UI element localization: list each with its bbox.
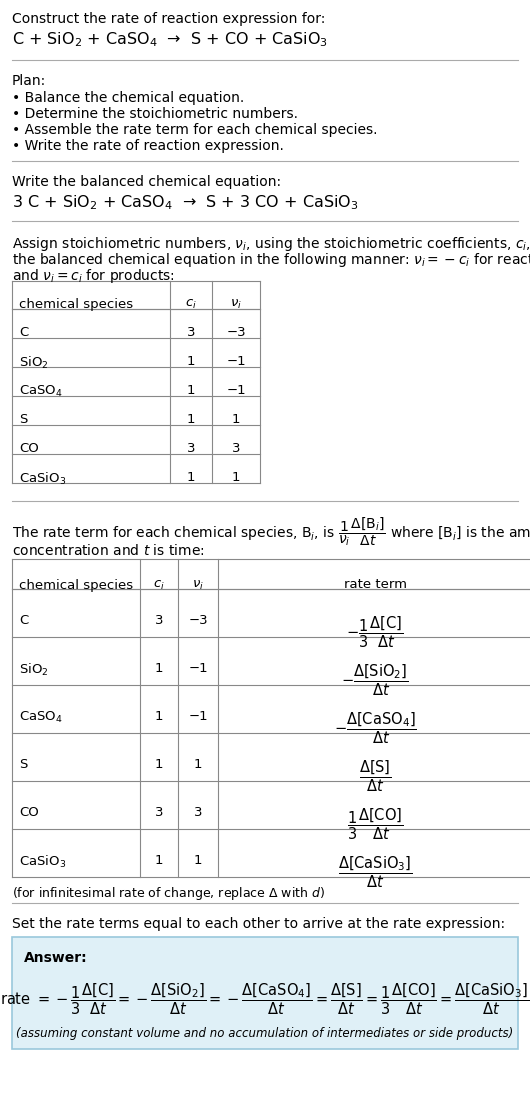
Bar	[12, 937, 518, 1049]
Text: 1: 1	[155, 661, 163, 675]
Text: 1: 1	[187, 471, 195, 484]
Text: 1: 1	[187, 383, 195, 397]
Text: the balanced chemical equation in the following manner: $\nu_i = -c_i$ for react: the balanced chemical equation in the fo…	[12, 252, 530, 269]
Text: 3 C + SiO$_2$ + CaSO$_4$  →  S + 3 CO + CaSiO$_3$: 3 C + SiO$_2$ + CaSO$_4$ → S + 3 CO + Ca…	[12, 193, 358, 212]
Text: 3: 3	[155, 806, 163, 819]
Text: 3: 3	[187, 442, 195, 454]
Text: 1: 1	[155, 710, 163, 722]
Text: CO: CO	[19, 806, 39, 819]
Text: 3: 3	[194, 806, 202, 819]
Text: 1: 1	[232, 413, 240, 425]
Text: $-\dfrac{\Delta[\mathrm{CaSO_4}]}{\Delta t}$: $-\dfrac{\Delta[\mathrm{CaSO_4}]}{\Delta…	[333, 710, 417, 746]
Text: SiO$_2$: SiO$_2$	[19, 661, 49, 678]
Text: C + SiO$_2$ + CaSO$_4$  →  S + CO + CaSiO$_3$: C + SiO$_2$ + CaSO$_4$ → S + CO + CaSiO$…	[12, 30, 328, 49]
Text: • Determine the stoichiometric numbers.: • Determine the stoichiometric numbers.	[12, 107, 298, 121]
Text: Assign stoichiometric numbers, $\nu_i$, using the stoichiometric coefficients, $: Assign stoichiometric numbers, $\nu_i$, …	[12, 235, 530, 253]
Text: Answer:: Answer:	[24, 951, 87, 965]
Text: 1: 1	[232, 471, 240, 484]
Text: S: S	[19, 758, 28, 771]
Text: 1: 1	[194, 854, 202, 866]
Text: chemical species: chemical species	[19, 578, 133, 592]
Text: Write the balanced chemical equation:: Write the balanced chemical equation:	[12, 175, 281, 189]
Text: −1: −1	[188, 661, 208, 675]
Text: CO: CO	[19, 442, 39, 454]
Text: • Balance the chemical equation.: • Balance the chemical equation.	[12, 91, 244, 105]
Text: rate term: rate term	[343, 578, 407, 592]
Text: $\dfrac{\Delta[\mathrm{S}]}{\Delta t}$: $\dfrac{\Delta[\mathrm{S}]}{\Delta t}$	[359, 758, 391, 793]
Text: 1: 1	[194, 758, 202, 771]
Text: $\nu_i$: $\nu_i$	[230, 298, 242, 311]
Text: 1: 1	[187, 355, 195, 368]
Text: CaSiO$_3$: CaSiO$_3$	[19, 471, 66, 486]
Text: 1: 1	[155, 758, 163, 771]
Text: C: C	[19, 326, 28, 339]
Text: 1: 1	[155, 854, 163, 866]
Text: (for infinitesimal rate of change, replace Δ with $d$): (for infinitesimal rate of change, repla…	[12, 885, 325, 902]
Text: chemical species: chemical species	[19, 298, 133, 311]
Text: Construct the rate of reaction expression for:: Construct the rate of reaction expressio…	[12, 12, 325, 25]
Text: −3: −3	[226, 326, 246, 339]
Text: −1: −1	[226, 355, 246, 368]
Text: 3: 3	[155, 614, 163, 627]
Text: $\dfrac{\Delta[\mathrm{CaSiO_3}]}{\Delta t}$: $\dfrac{\Delta[\mathrm{CaSiO_3}]}{\Delta…	[338, 854, 412, 890]
Text: −1: −1	[226, 383, 246, 397]
Text: Plan:: Plan:	[12, 74, 46, 88]
Text: C: C	[19, 614, 28, 627]
Text: The rate term for each chemical species, B$_i$, is $\dfrac{1}{\nu_i}\dfrac{\Delt: The rate term for each chemical species,…	[12, 515, 530, 547]
Text: −3: −3	[188, 614, 208, 627]
Text: $\dfrac{1}{3}\dfrac{\Delta[\mathrm{CO}]}{\Delta t}$: $\dfrac{1}{3}\dfrac{\Delta[\mathrm{CO}]}…	[347, 806, 403, 841]
Text: −1: −1	[188, 710, 208, 722]
Text: concentration and $t$ is time:: concentration and $t$ is time:	[12, 543, 205, 558]
Text: $\nu_i$: $\nu_i$	[192, 578, 204, 592]
Text: $c_i$: $c_i$	[153, 578, 165, 592]
Text: CaSO$_4$: CaSO$_4$	[19, 710, 63, 725]
Text: 1: 1	[187, 413, 195, 425]
Text: rate $= -\dfrac{1}{3}\dfrac{\Delta[\mathrm{C}]}{\Delta t} = -\dfrac{\Delta[\math: rate $= -\dfrac{1}{3}\dfrac{\Delta[\math…	[1, 981, 529, 1016]
Text: Set the rate terms equal to each other to arrive at the rate expression:: Set the rate terms equal to each other t…	[12, 917, 505, 931]
Text: • Write the rate of reaction expression.: • Write the rate of reaction expression.	[12, 138, 284, 153]
Text: and $\nu_i = c_i$ for products:: and $\nu_i = c_i$ for products:	[12, 267, 175, 285]
Text: $-\dfrac{\Delta[\mathrm{SiO_2}]}{\Delta t}$: $-\dfrac{\Delta[\mathrm{SiO_2}]}{\Delta …	[341, 661, 409, 698]
Text: CaSiO$_3$: CaSiO$_3$	[19, 854, 66, 870]
Text: CaSO$_4$: CaSO$_4$	[19, 383, 63, 399]
Text: $-\dfrac{1}{3}\dfrac{\Delta[\mathrm{C}]}{\Delta t}$: $-\dfrac{1}{3}\dfrac{\Delta[\mathrm{C}]}…	[347, 614, 403, 649]
Text: 3: 3	[232, 442, 240, 454]
Text: $c_i$: $c_i$	[185, 298, 197, 311]
Text: 3: 3	[187, 326, 195, 339]
Text: S: S	[19, 413, 28, 425]
Text: • Assemble the rate term for each chemical species.: • Assemble the rate term for each chemic…	[12, 123, 377, 137]
Text: (assuming constant volume and no accumulation of intermediates or side products): (assuming constant volume and no accumul…	[16, 1027, 514, 1040]
Text: SiO$_2$: SiO$_2$	[19, 355, 49, 371]
